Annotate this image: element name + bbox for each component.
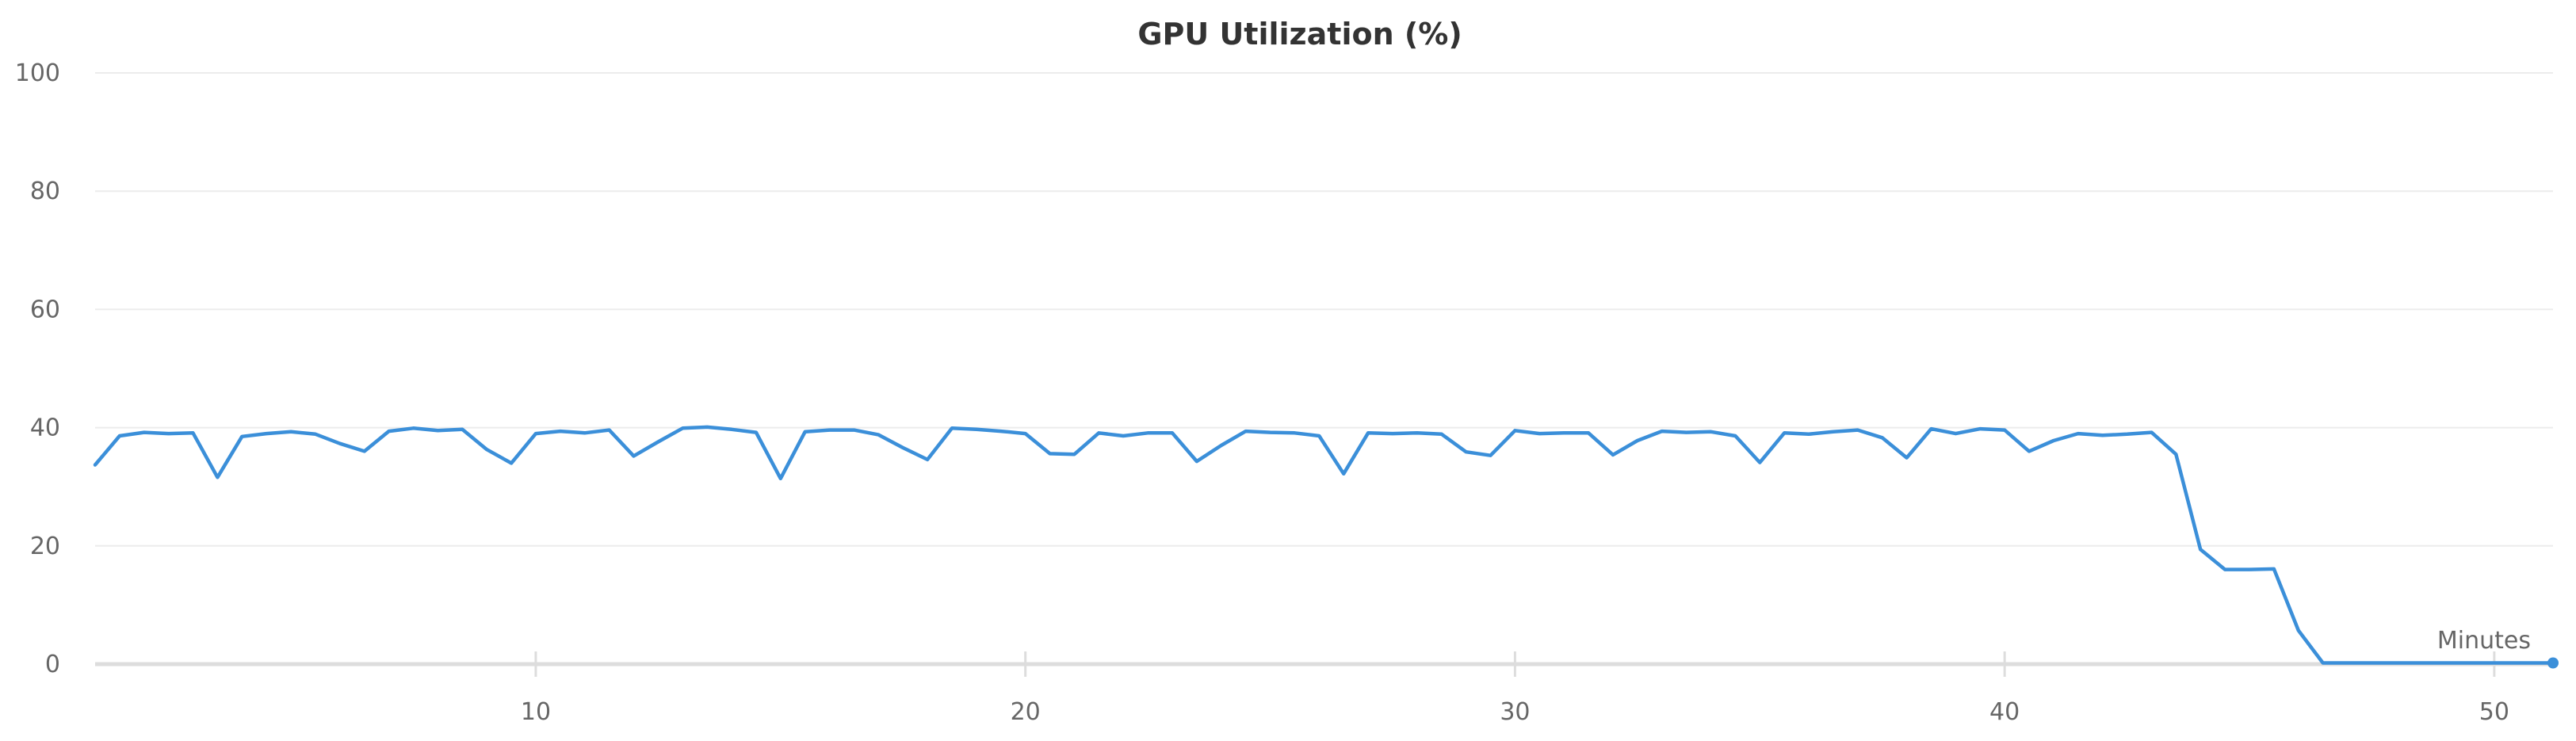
y-tick-label: 0 (45, 651, 60, 678)
series-end-point (2547, 657, 2559, 669)
x-tick-label: 10 (521, 698, 551, 726)
x-axis-label: Minutes (2437, 627, 2531, 655)
y-axis-tick-labels: 0 20 40 60 80 100 (15, 59, 60, 678)
chart-title: GPU Utilization (%) (1137, 17, 1462, 52)
series-layer (93, 425, 2559, 669)
x-tick-label: 40 (1989, 698, 2020, 726)
y-tick-label: 40 (30, 414, 60, 442)
x-tick-label: 30 (1500, 698, 1530, 726)
y-tick-label: 20 (30, 533, 60, 560)
x-axis (95, 651, 2553, 677)
x-axis-tick-labels: 10 20 30 40 50 (521, 698, 2509, 726)
y-tick-label: 100 (15, 59, 60, 87)
x-tick-label: 50 (2479, 698, 2509, 726)
y-tick-label: 60 (30, 296, 60, 323)
grid-lines (95, 72, 2553, 547)
series-line (93, 425, 2555, 665)
x-tick-label: 20 (1011, 698, 1041, 726)
y-tick-label: 80 (30, 178, 60, 205)
